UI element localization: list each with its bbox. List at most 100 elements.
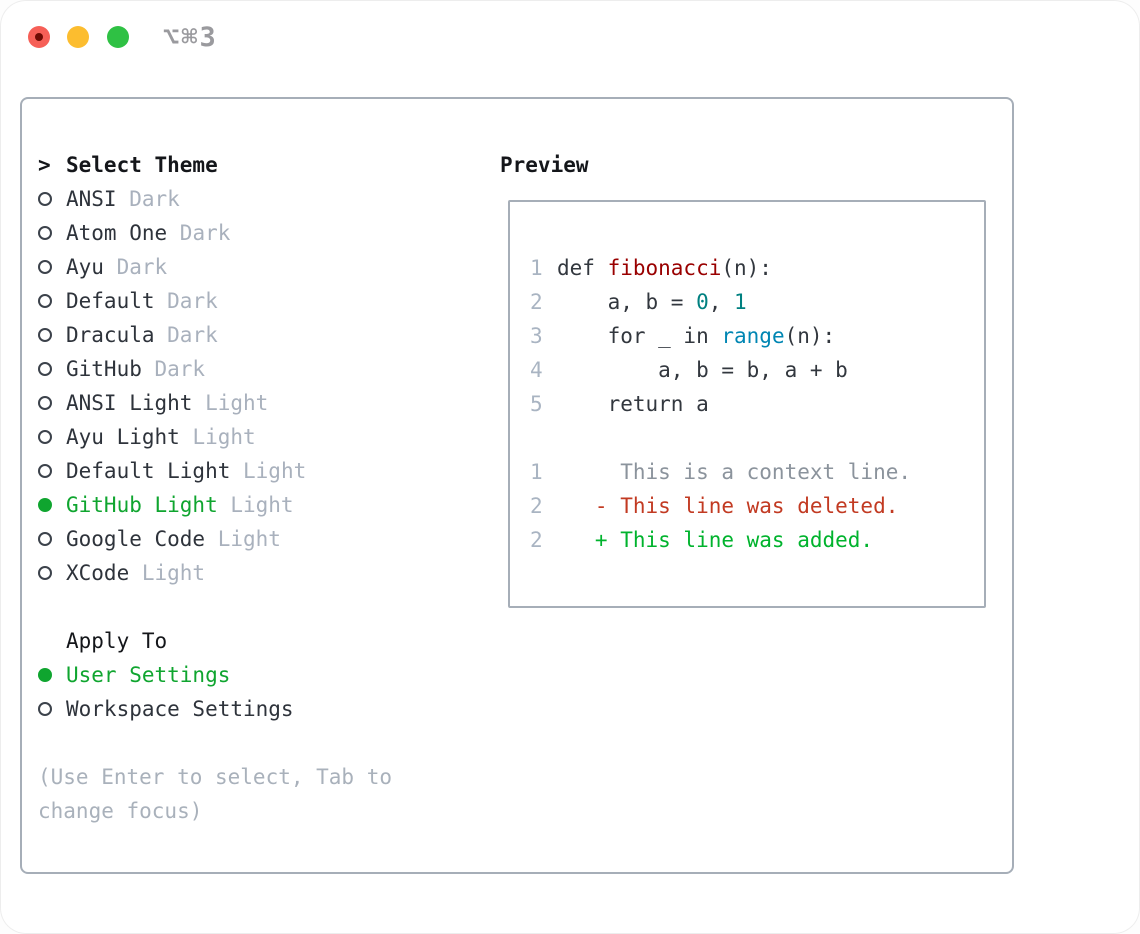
code-token-added: + This line was added. bbox=[557, 528, 874, 552]
line-number: 1 bbox=[530, 460, 543, 484]
option-label: ANSI Light bbox=[66, 391, 193, 415]
line-number: 3 bbox=[530, 324, 543, 348]
apply-to-section: Apply To User Settings Workspace Settings bbox=[38, 624, 294, 726]
line-number: 2 bbox=[530, 528, 543, 552]
code-token-plain: a, b = b, a + b bbox=[557, 358, 848, 382]
theme-variant-tag: Light bbox=[230, 459, 307, 483]
close-button[interactable] bbox=[28, 26, 50, 48]
theme-list-header-label: Select Theme bbox=[66, 153, 218, 177]
code-token-plain: (n): bbox=[784, 324, 836, 348]
radio-icon bbox=[38, 430, 52, 444]
theme-option[interactable]: Ayu Light Light bbox=[38, 420, 306, 454]
code-token-plain: def bbox=[557, 256, 608, 280]
option-label: GitHub bbox=[66, 357, 142, 381]
code-token-plain: a, b = bbox=[557, 290, 697, 314]
line-number: 1 bbox=[530, 256, 543, 280]
option-label: Default bbox=[66, 289, 155, 313]
theme-variant-tag: Light bbox=[129, 561, 206, 585]
hint-text: (Use Enter to select, Tab to change focus… bbox=[38, 760, 392, 828]
radio-icon bbox=[38, 702, 52, 716]
code-line: 2 - This line was deleted. bbox=[530, 489, 984, 523]
zoom-button[interactable] bbox=[107, 26, 129, 48]
apply-to-header: Apply To bbox=[38, 624, 294, 658]
focus-caret-icon: > bbox=[38, 153, 51, 177]
theme-variant-tag: Dark bbox=[116, 187, 180, 211]
theme-variant-tag: Light bbox=[179, 425, 256, 449]
code-token-number: 1 bbox=[734, 290, 747, 314]
theme-variant-tag: Light bbox=[205, 527, 281, 551]
option-label: Dracula bbox=[66, 323, 155, 347]
theme-variant-tag: Dark bbox=[154, 289, 218, 313]
radio-icon bbox=[38, 226, 52, 240]
hint-line: change focus) bbox=[38, 799, 203, 823]
theme-option[interactable]: Atom One Dark bbox=[38, 216, 306, 250]
preview-title: Preview bbox=[500, 153, 589, 177]
code-token-title: fibonacci bbox=[607, 256, 722, 280]
radio-icon bbox=[38, 532, 52, 546]
code-token-plain: for _ in bbox=[557, 324, 722, 348]
window-title: ⌥⌘3 bbox=[163, 22, 218, 53]
option-label: Atom One bbox=[66, 221, 168, 245]
theme-option[interactable]: Google Code Light bbox=[38, 522, 306, 556]
theme-option[interactable]: Default Light Light bbox=[38, 454, 306, 488]
code-line bbox=[530, 421, 984, 455]
apply-to-header-label: Apply To bbox=[66, 629, 168, 653]
theme-option[interactable]: Dracula Dark bbox=[38, 318, 306, 352]
theme-list: > Select Theme ANSI Dark Atom One Dark Ayu… bbox=[38, 148, 306, 590]
line-number: 2 bbox=[530, 290, 543, 314]
option-label: XCode bbox=[66, 561, 130, 585]
code-line: 1 This is a context line. bbox=[530, 455, 984, 489]
radio-icon bbox=[38, 192, 52, 206]
code-token-builtin: range bbox=[721, 324, 785, 348]
option-label: GitHub Light bbox=[66, 493, 218, 517]
radio-icon bbox=[38, 464, 52, 478]
radio-icon bbox=[38, 260, 52, 274]
theme-option[interactable]: GitHub Light Light bbox=[38, 488, 306, 522]
line-number: 5 bbox=[530, 392, 543, 416]
code-line: 3 for _ in range(n): bbox=[530, 319, 984, 353]
apply-to-option[interactable]: Workspace Settings bbox=[38, 692, 294, 726]
option-label: Google Code bbox=[66, 527, 206, 551]
theme-variant-tag: Dark bbox=[103, 255, 168, 279]
option-label: Default Light bbox=[66, 459, 231, 483]
theme-option[interactable]: Default Dark bbox=[38, 284, 306, 318]
radio-icon bbox=[38, 396, 52, 410]
theme-variant-tag: Light bbox=[217, 493, 294, 517]
theme-picker-panel: > Select Theme ANSI Dark Atom One Dark Ayu… bbox=[20, 97, 1014, 874]
option-label: Ayu bbox=[66, 255, 104, 279]
radio-icon bbox=[38, 328, 52, 342]
line-number: 4 bbox=[530, 358, 543, 382]
theme-option[interactable]: Ayu Dark bbox=[38, 250, 306, 284]
radio-selected-icon bbox=[38, 498, 52, 512]
code-token-number: 0 bbox=[696, 290, 709, 314]
apply-to-option[interactable]: User Settings bbox=[38, 658, 294, 692]
code-token-plain: , bbox=[708, 290, 735, 314]
theme-option[interactable]: GitHub Dark bbox=[38, 352, 306, 386]
theme-option[interactable]: XCode Light bbox=[38, 556, 306, 590]
option-label: User Settings bbox=[66, 663, 231, 687]
radio-icon bbox=[38, 362, 52, 376]
theme-variant-tag: Dark bbox=[154, 323, 218, 347]
hint-line: (Use Enter to select, Tab to bbox=[38, 765, 393, 789]
code-line: 1 def fibonacci(n): bbox=[530, 251, 984, 285]
theme-variant-tag: Dark bbox=[141, 357, 206, 381]
option-label: Ayu Light bbox=[66, 425, 180, 449]
option-label: Workspace Settings bbox=[66, 697, 294, 721]
theme-option[interactable]: ANSI Dark bbox=[38, 182, 306, 216]
code-line: 2 + This line was added. bbox=[530, 523, 984, 557]
close-dot-icon bbox=[35, 33, 43, 41]
theme-option[interactable]: ANSI Light Light bbox=[38, 386, 306, 420]
minimize-button[interactable] bbox=[67, 26, 89, 48]
theme-variant-tag: Dark bbox=[167, 221, 231, 245]
radio-selected-icon bbox=[38, 668, 52, 682]
code-line: 2 a, b = 0, 1 bbox=[530, 285, 984, 319]
theme-list-header: > Select Theme bbox=[38, 148, 306, 182]
theme-variant-tag: Light bbox=[192, 391, 269, 415]
titlebar: ⌥⌘3 bbox=[0, 0, 1140, 75]
radio-icon bbox=[38, 566, 52, 580]
code-token-plain: (n): bbox=[721, 256, 772, 280]
option-label: ANSI bbox=[66, 187, 117, 211]
line-number: 2 bbox=[530, 494, 543, 518]
